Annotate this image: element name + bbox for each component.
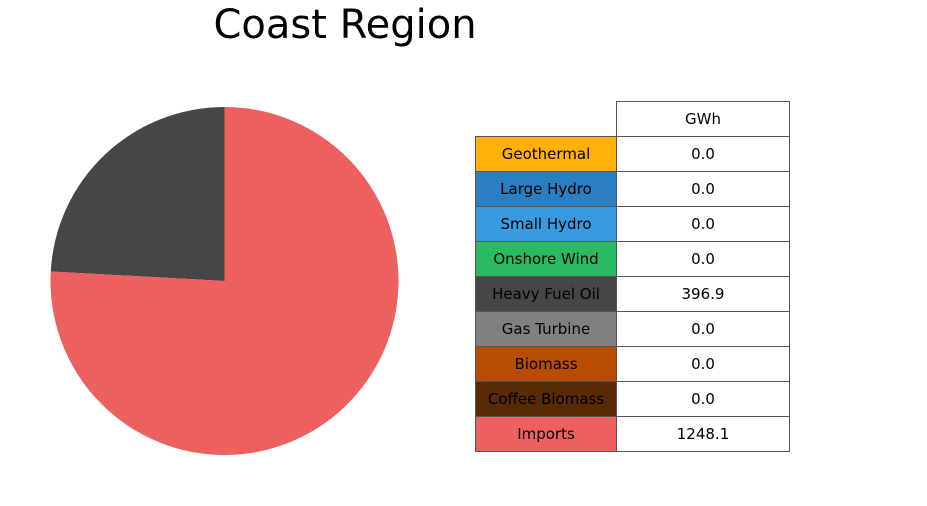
table-row: Small Hydro 0.0 bbox=[475, 206, 790, 242]
pie-slice-heavy-fuel-oil bbox=[50, 107, 225, 281]
row-value: 0.0 bbox=[616, 346, 790, 382]
row-label: Small Hydro bbox=[475, 206, 617, 242]
table-corner bbox=[476, 102, 617, 137]
generation-table: GWh Geothermal 0.0 Large Hydro 0.0 Small Hyd… bbox=[475, 101, 790, 452]
row-label: Gas Turbine bbox=[475, 311, 617, 347]
row-value: 1248.1 bbox=[616, 416, 790, 452]
row-label: Biomass bbox=[475, 346, 617, 382]
table-row: Heavy Fuel Oil 396.9 bbox=[475, 276, 790, 312]
row-label: Onshore Wind bbox=[475, 241, 617, 277]
chart-title: Coast Region bbox=[213, 2, 477, 48]
table-row: Gas Turbine 0.0 bbox=[475, 311, 790, 347]
row-label: Heavy Fuel Oil bbox=[475, 276, 617, 312]
row-value: 0.0 bbox=[616, 311, 790, 347]
table-row: Coffee Biomass 0.0 bbox=[475, 381, 790, 417]
row-label: Coffee Biomass bbox=[475, 381, 617, 417]
pie-chart bbox=[50, 107, 399, 455]
table-row: Biomass 0.0 bbox=[475, 346, 790, 382]
row-value: 0.0 bbox=[616, 171, 790, 207]
row-label: Geothermal bbox=[475, 136, 617, 172]
row-value: 396.9 bbox=[616, 276, 790, 312]
row-value: 0.0 bbox=[616, 136, 790, 172]
pie-slice-imports bbox=[50, 107, 399, 455]
table-row: Geothermal 0.0 bbox=[475, 136, 790, 172]
table-header-row: GWh bbox=[476, 101, 790, 137]
row-value: 0.0 bbox=[616, 381, 790, 417]
row-value: 0.0 bbox=[616, 241, 790, 277]
row-label: Large Hydro bbox=[475, 171, 617, 207]
table-row: Large Hydro 0.0 bbox=[475, 171, 790, 207]
column-header: GWh bbox=[616, 101, 790, 137]
table-row: Imports 1248.1 bbox=[475, 416, 790, 452]
row-value: 0.0 bbox=[616, 206, 790, 242]
row-label: Imports bbox=[475, 416, 617, 452]
table-row: Onshore Wind 0.0 bbox=[475, 241, 790, 277]
